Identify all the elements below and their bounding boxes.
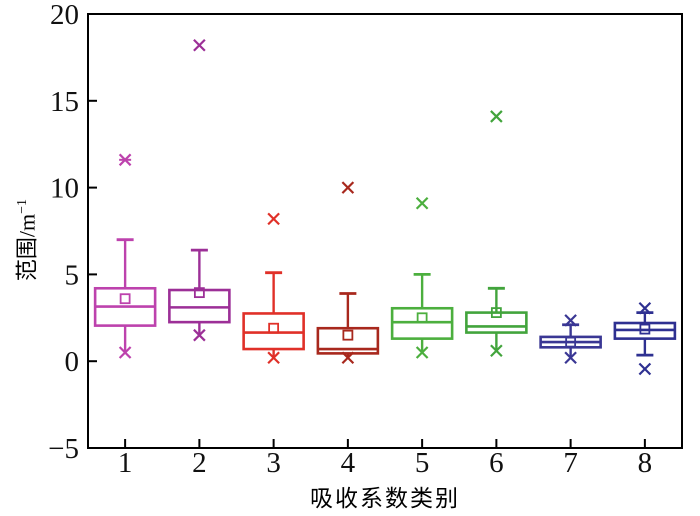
cross-marker-low bbox=[638, 362, 652, 376]
cross-marker-low bbox=[415, 346, 429, 359]
cross-marker-high bbox=[638, 301, 652, 315]
outlier-marker bbox=[490, 110, 503, 123]
x-tick-label: 2 bbox=[192, 447, 207, 479]
outlier-marker bbox=[341, 181, 355, 194]
y-tick-label: 20 bbox=[50, 0, 79, 31]
x-tick-label: 5 bbox=[415, 447, 430, 479]
mean-marker bbox=[268, 322, 280, 334]
y-tick-label: −5 bbox=[48, 433, 79, 465]
cross-marker-low bbox=[490, 344, 503, 358]
mean-marker bbox=[193, 287, 205, 299]
y-axis-title: 范围/m−1 bbox=[8, 140, 40, 340]
x-tick-label: 4 bbox=[341, 447, 356, 479]
cross-marker-low bbox=[564, 351, 577, 365]
mean-marker bbox=[565, 336, 577, 348]
y-tick-label: 5 bbox=[65, 259, 80, 291]
mean-marker bbox=[119, 293, 131, 305]
x-axis-title: 吸收系数类别 bbox=[310, 486, 460, 511]
plot-border bbox=[87, 13, 683, 449]
cross-marker-low bbox=[267, 351, 280, 365]
x-tick-label: 3 bbox=[266, 447, 281, 479]
x-tick-label: 6 bbox=[489, 447, 504, 479]
cross-marker-low bbox=[193, 328, 206, 342]
cross-marker-low bbox=[341, 351, 355, 365]
mean-marker bbox=[416, 312, 428, 324]
mean-marker bbox=[490, 307, 502, 318]
mean-marker bbox=[639, 323, 651, 335]
y-tick-label: 10 bbox=[50, 173, 79, 205]
y-axis-title-superscript: −1 bbox=[15, 198, 30, 214]
box-rect bbox=[242, 312, 305, 351]
y-tick-label: 15 bbox=[50, 86, 79, 118]
outlier-marker bbox=[415, 196, 429, 210]
outlier-marker bbox=[267, 212, 280, 226]
y-tick-label: 0 bbox=[65, 346, 80, 378]
box-rect bbox=[168, 288, 231, 324]
outlier-marker bbox=[193, 38, 206, 52]
x-tick-label: 1 bbox=[118, 447, 133, 479]
mean-marker bbox=[342, 329, 354, 341]
box-rect bbox=[465, 311, 528, 334]
x-tick-label: 7 bbox=[563, 447, 578, 479]
y-axis-title-text: 范围/m bbox=[14, 213, 40, 282]
cross-marker-high bbox=[564, 314, 577, 327]
cross-marker-low bbox=[118, 346, 132, 359]
x-tick-label: 8 bbox=[638, 447, 653, 479]
